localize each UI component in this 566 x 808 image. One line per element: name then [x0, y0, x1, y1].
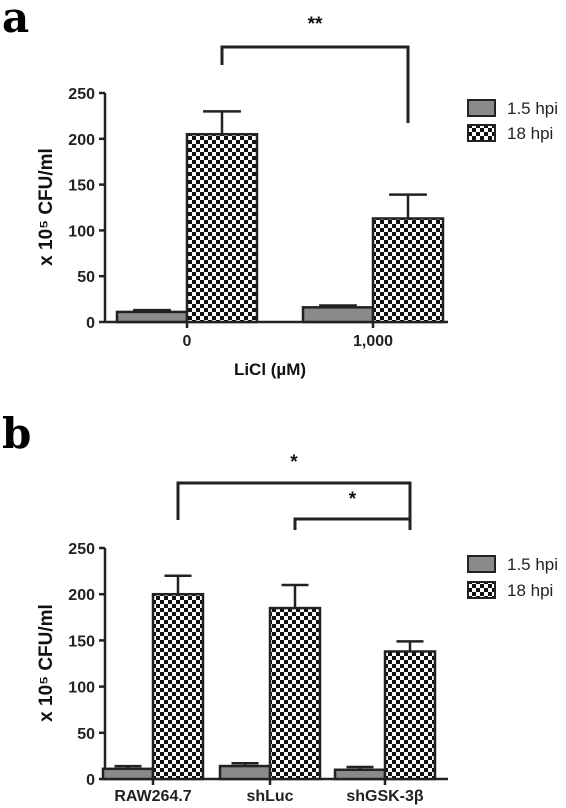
legend-swatch [467, 124, 496, 142]
x-tick-label: shLuc [246, 788, 293, 805]
significance-label: * [349, 489, 357, 510]
bar-late [185, 132, 259, 324]
bar-early [333, 768, 387, 781]
significance-label: ** [308, 14, 323, 35]
chart-panel-a: a 0 50 100 150 200 250 x 10⁵ CFU/ml 0 1,000 LiCl (… [2, 0, 558, 379]
significance-bracket [176, 481, 412, 520]
bar-late [371, 217, 445, 324]
y-tick-label: 50 [77, 726, 95, 743]
bar-late [268, 606, 322, 781]
y-tick-label: 150 [68, 633, 95, 650]
bar-early [301, 306, 375, 324]
bar-early [218, 764, 272, 781]
x-tick-label: 1,000 [353, 333, 393, 350]
significance-bracket [220, 45, 410, 123]
legend-swatch [467, 555, 496, 573]
panel-letter: a [2, 0, 29, 42]
y-tick-label: 0 [86, 315, 95, 332]
x-tick-label: RAW264.7 [114, 788, 191, 805]
significance-bracket [293, 517, 412, 530]
y-tick-label: 200 [68, 587, 95, 604]
significance-label: * [290, 452, 298, 473]
y-axis-title: x 10⁵ CFU/ml [36, 604, 57, 722]
panel-letter: b [2, 409, 31, 458]
legend-swatch [467, 581, 496, 599]
x-tick-label: shGSK-3β [346, 788, 424, 805]
bar-early [115, 310, 189, 324]
legend-label: 18 hpi [507, 581, 553, 600]
bar-late [151, 592, 205, 781]
y-tick-label: 100 [68, 223, 95, 240]
legend-swatch [467, 99, 496, 117]
legend-label: 1.5 hpi [507, 555, 558, 574]
y-tick-label: 0 [86, 772, 95, 789]
y-tick-label: 100 [68, 680, 95, 697]
y-axis-title: x 10⁵ CFU/ml [36, 148, 57, 266]
bar-early [101, 767, 155, 781]
legend-label: 18 hpi [507, 124, 553, 143]
chart-panel-b: b 0 50 100 150 200 250 x 10⁵ CFU/ml RAW264.7 shLu… [2, 409, 558, 805]
y-tick-label: 200 [68, 132, 95, 149]
y-tick-label: 150 [68, 178, 95, 195]
x-axis-title: LiCl (µM) [234, 360, 306, 379]
y-tick-label: 50 [77, 269, 95, 286]
x-tick-label: 0 [183, 333, 192, 350]
legend-label: 1.5 hpi [507, 99, 558, 118]
y-tick-label: 250 [68, 86, 95, 103]
bar-late [383, 650, 437, 781]
y-tick-label: 250 [68, 541, 95, 558]
